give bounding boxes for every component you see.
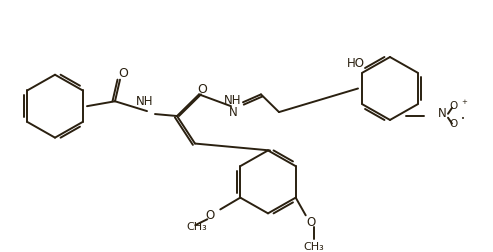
Text: CH₃: CH₃ xyxy=(186,222,207,232)
Text: CH₃: CH₃ xyxy=(303,242,324,252)
Text: N: N xyxy=(438,107,446,120)
Text: O: O xyxy=(197,83,207,96)
Text: O: O xyxy=(206,209,215,222)
Text: +: + xyxy=(461,99,467,105)
Text: O: O xyxy=(118,67,128,80)
Text: O: O xyxy=(306,216,316,229)
Text: NH: NH xyxy=(136,95,154,108)
Text: HO: HO xyxy=(347,57,365,70)
Text: NH: NH xyxy=(224,94,242,107)
Text: •: • xyxy=(461,116,465,122)
Text: N: N xyxy=(229,106,237,119)
Text: O: O xyxy=(450,101,458,111)
Text: O: O xyxy=(450,119,458,129)
